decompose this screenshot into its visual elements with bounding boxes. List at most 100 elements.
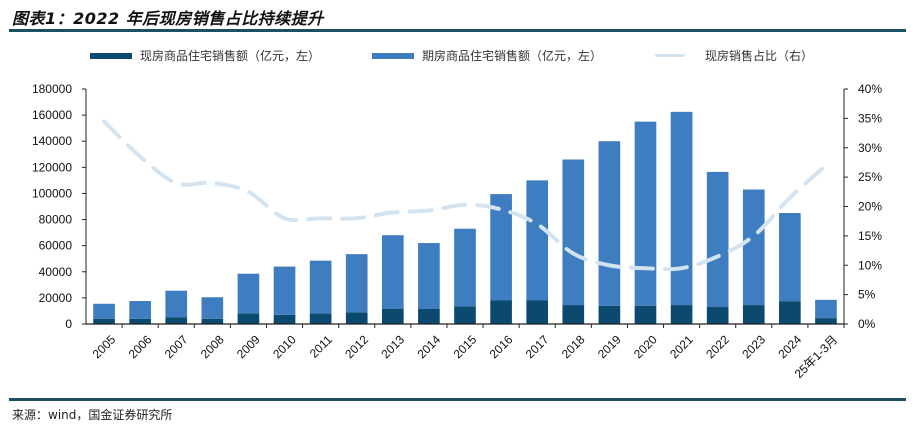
left-tick-label: 80000 [39, 213, 73, 227]
left-axis-ticks: 0 20000 40000 60000 80000 100000 120000 140000 1… [32, 82, 86, 331]
bar-presale [742, 189, 765, 306]
x-tick-label: 2008 [198, 332, 227, 361]
x-tick-label: 2009 [234, 332, 263, 361]
x-tick-label: 2015 [451, 332, 480, 361]
bar-spot [93, 318, 115, 324]
right-tick-label: 30% [858, 141, 882, 155]
bar-spot [634, 305, 657, 324]
share-line-path [102, 119, 828, 272]
bar-presale [490, 194, 512, 301]
bar-spot [742, 305, 765, 324]
x-tick-label: 2019 [595, 332, 624, 361]
x-tick-label: 2022 [703, 332, 732, 361]
left-tick-label: 180000 [32, 82, 72, 96]
right-tick-label: 5% [858, 288, 876, 302]
left-tick-label: 0 [65, 317, 72, 331]
bar-spot [706, 307, 729, 324]
right-tick-label: 10% [858, 258, 882, 272]
source-note: 来源：wind，国金证券研究所 [12, 408, 173, 422]
bar-presale [345, 254, 368, 313]
x-tick-label: 2005 [90, 332, 119, 361]
title-divider [9, 29, 906, 32]
share-line [102, 119, 828, 272]
stacked-bar-line-chart: 0 20000 40000 60000 80000 100000 120000 140000 1… [32, 82, 882, 381]
bar-presale [309, 260, 332, 314]
x-tick-label: 2013 [378, 332, 407, 361]
left-tick-label: 100000 [32, 186, 72, 200]
left-tick-label: 120000 [32, 160, 72, 174]
x-tick-label: 2016 [487, 332, 516, 361]
bar-spot [418, 308, 440, 324]
x-axis-labels: 2005 2006 2007 2008 2009 2010 2011 2012 2013 2014… [90, 332, 841, 381]
legend-item-presale: 期房商品住宅销售额（亿元，左） [372, 47, 602, 64]
bar-presale [706, 171, 729, 308]
bar-spot [129, 318, 151, 324]
left-tick-label: 40000 [39, 265, 73, 279]
right-tick-label: 25% [858, 170, 882, 184]
legend-item-spot: 现房商品住宅销售额（亿元，左） [90, 47, 320, 64]
bar-spot [309, 313, 332, 324]
bar-presale [201, 297, 224, 319]
left-tick-label: 140000 [32, 134, 72, 148]
bar-spot [598, 305, 621, 324]
bar-presale [418, 243, 440, 309]
x-tick-label: 2012 [342, 332, 371, 361]
x-tick-label: 2017 [523, 332, 552, 361]
right-tick-label: 40% [858, 82, 882, 96]
x-tick-label: 2010 [270, 332, 299, 361]
bar-spot [237, 313, 260, 324]
figure-title: 图表1：2022 年后现房销售占比持续提升 [12, 9, 324, 28]
bar-presale [634, 121, 657, 306]
bar-spot [526, 300, 549, 324]
left-tick-label: 60000 [39, 239, 73, 253]
source-divider [9, 398, 906, 401]
bar-spot [670, 305, 693, 324]
x-tick-label: 2023 [739, 332, 768, 361]
bar-spot [273, 314, 296, 324]
bar-presale [93, 303, 115, 319]
left-tick-label: 160000 [32, 108, 72, 122]
x-tick-label: 2006 [126, 332, 155, 361]
bar-presale [526, 180, 549, 301]
legend-swatch-share [655, 54, 685, 57]
bars [93, 111, 845, 328]
bar-presale [165, 290, 188, 318]
x-tick-label: 2020 [631, 332, 660, 361]
bar-presale [129, 301, 151, 319]
bar-spot [815, 318, 837, 324]
right-axis-ticks: 0% 5% 10% 15% 20% 25% 30% 35% 40% [844, 82, 882, 331]
legend-item-share: 现房销售占比（右） [655, 47, 813, 64]
bar-spot [562, 305, 585, 324]
legend-swatch-spot [90, 52, 132, 59]
bar-presale [381, 235, 404, 309]
right-tick-label: 35% [858, 111, 882, 125]
bar-spot [490, 300, 512, 324]
x-tick-label: 2007 [162, 332, 191, 361]
bar-presale [562, 159, 585, 306]
bar-presale [670, 111, 693, 306]
axes [85, 89, 845, 325]
legend-swatch-presale [372, 52, 414, 59]
x-tick-label: 2018 [559, 332, 588, 361]
bar-presale [454, 228, 476, 307]
right-tick-label: 15% [858, 229, 882, 243]
legend-label-spot: 现房商品住宅销售额（亿元，左） [140, 49, 321, 63]
bar-spot [201, 318, 224, 324]
left-tick-label: 20000 [39, 291, 73, 305]
chart-legend: 现房商品住宅销售额（亿元，左） 期房商品住宅销售额（亿元，左） 现房销售占比（右… [0, 47, 920, 67]
x-tick-label: 2024 [775, 332, 804, 361]
bar-presale [779, 213, 801, 302]
bar-spot [779, 301, 801, 324]
bar-spot [345, 312, 368, 324]
right-tick-label: 0% [858, 317, 876, 331]
bar-presale [598, 141, 621, 306]
x-tick-label: 2011 [307, 332, 335, 360]
right-tick-label: 20% [858, 200, 882, 214]
bar-spot [165, 317, 188, 324]
x-tick-label: 2014 [414, 332, 443, 361]
legend-label-share: 现房销售占比（右） [705, 49, 814, 63]
bar-presale [237, 273, 260, 314]
bar-spot [381, 308, 404, 324]
x-tick-label: 2021 [667, 332, 696, 361]
bar-presale [273, 266, 296, 315]
